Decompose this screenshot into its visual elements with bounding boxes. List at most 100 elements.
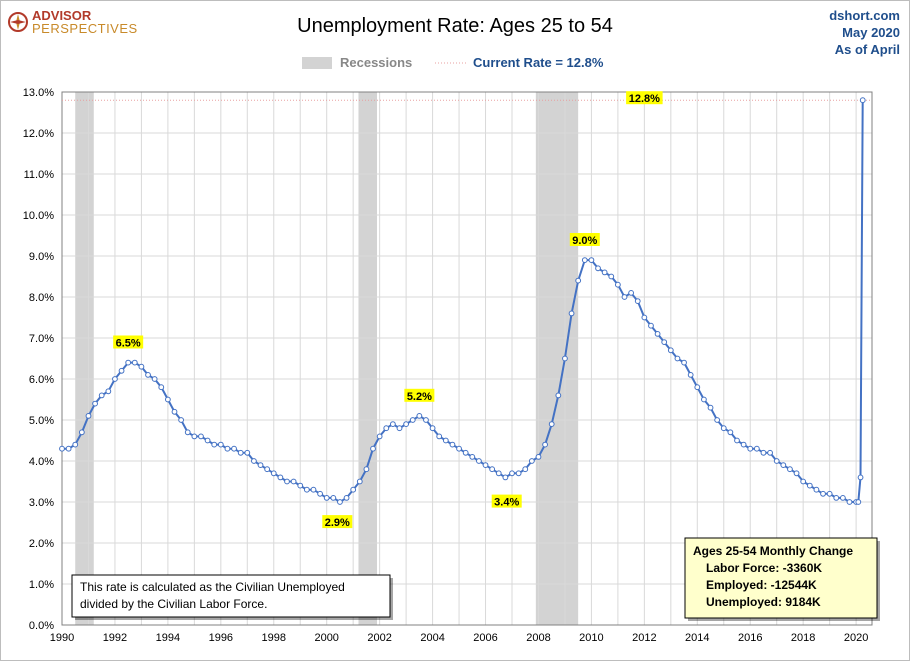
labor-force-change: Labor Force: -3360K [706, 561, 822, 575]
data-label: 6.5% [116, 338, 141, 350]
data-point [112, 376, 118, 382]
data-point [125, 359, 132, 366]
data-point [436, 433, 443, 440]
data-point [92, 400, 98, 407]
x-tick-label: 2004 [420, 632, 444, 644]
data-point [363, 466, 370, 473]
data-point [131, 359, 138, 366]
data-point [449, 441, 456, 448]
data-point [442, 437, 449, 444]
data-point [257, 462, 264, 469]
x-tick-label: 1998 [262, 632, 286, 644]
data-point [164, 396, 171, 403]
y-tick-label: 13.0% [23, 87, 54, 99]
data-point [701, 396, 707, 403]
data-point [396, 425, 403, 432]
legend-recessions-label: Recessions [340, 55, 412, 70]
data-label-highlight [404, 388, 435, 402]
data-point [284, 478, 290, 485]
data-point [198, 433, 204, 440]
x-tick-label: 1996 [209, 632, 233, 644]
data-point [204, 437, 211, 444]
x-tick-label: 2002 [367, 632, 391, 644]
data-point [601, 269, 608, 276]
data-label: 9.0% [572, 235, 597, 247]
monthly-change-title: Ages 25-54 Monthly Change [693, 544, 853, 558]
x-tick-label: 2014 [685, 632, 709, 644]
data-point [857, 474, 864, 481]
data-point [476, 458, 482, 464]
logo-bottom-text: PERSPECTIVES [32, 21, 138, 36]
data-point [469, 454, 476, 460]
x-tick-label: 2020 [844, 632, 868, 644]
data-point [78, 429, 85, 436]
data-point [568, 310, 575, 317]
data-label: 2.9% [325, 517, 350, 529]
data-point [317, 490, 323, 497]
data-point [72, 441, 79, 448]
data-point [65, 445, 72, 452]
data-point [628, 290, 635, 296]
data-point [707, 404, 714, 411]
data-point [681, 359, 687, 366]
y-tick-label: 7.0% [29, 333, 54, 345]
data-point [562, 355, 568, 362]
data-point [264, 466, 271, 473]
x-tick-label: 2012 [632, 632, 656, 644]
y-tick-label: 12.0% [23, 128, 54, 140]
data-point [555, 392, 562, 399]
data-point [105, 388, 112, 395]
data-point [323, 495, 330, 501]
data-point [310, 486, 317, 493]
y-tick-label: 6.0% [29, 374, 54, 386]
y-tick-label: 5.0% [29, 415, 54, 427]
data-point [581, 257, 588, 264]
as-of-label: As of April [835, 42, 900, 57]
plot-area: 0.0% 1.0% 2.0% 3.0% 4.0% 5.0% 6.0% 7.0% 8.0% 9.0%… [23, 87, 873, 644]
data-point [370, 445, 376, 452]
data-point [403, 421, 410, 428]
data-point [456, 445, 462, 452]
x-tick-label: 1990 [50, 632, 74, 644]
legend-current-label: Current Rate = 12.8% [473, 55, 604, 70]
data-point [734, 437, 740, 444]
data-point [290, 478, 297, 485]
data-point [846, 499, 853, 505]
data-point [509, 470, 515, 477]
data-point [85, 413, 92, 419]
data-label-highlight [491, 494, 522, 508]
data-point [151, 376, 158, 382]
data-point [423, 417, 429, 423]
data-point [839, 495, 846, 501]
data-point [462, 449, 469, 456]
y-tick-label: 11.0% [24, 169, 55, 181]
data-point [614, 281, 621, 288]
x-tick-label: 2006 [473, 632, 497, 644]
data-point [727, 429, 734, 436]
data-point [145, 372, 151, 378]
data-point [224, 445, 231, 452]
data-point [251, 458, 257, 464]
data-point [376, 433, 383, 440]
data-point [158, 384, 165, 391]
data-point [674, 355, 681, 362]
data-point [714, 417, 721, 423]
plot-background [62, 92, 872, 625]
data-point [588, 257, 595, 264]
data-point [687, 372, 694, 378]
data-point [813, 486, 820, 493]
data-point [495, 470, 502, 477]
x-tick-label: 2016 [738, 632, 762, 644]
recession-band [358, 92, 377, 625]
y-tick-label: 2.0% [29, 538, 54, 550]
data-point [515, 470, 522, 477]
data-point [793, 470, 800, 477]
series-line [62, 100, 864, 504]
data-point [409, 417, 416, 423]
data-point [634, 298, 641, 305]
data-point [356, 478, 363, 485]
y-tick-label: 3.0% [29, 497, 54, 509]
data-point [231, 445, 237, 452]
chart-title: Unemployment Rate: Ages 25 to 54 [297, 15, 613, 37]
